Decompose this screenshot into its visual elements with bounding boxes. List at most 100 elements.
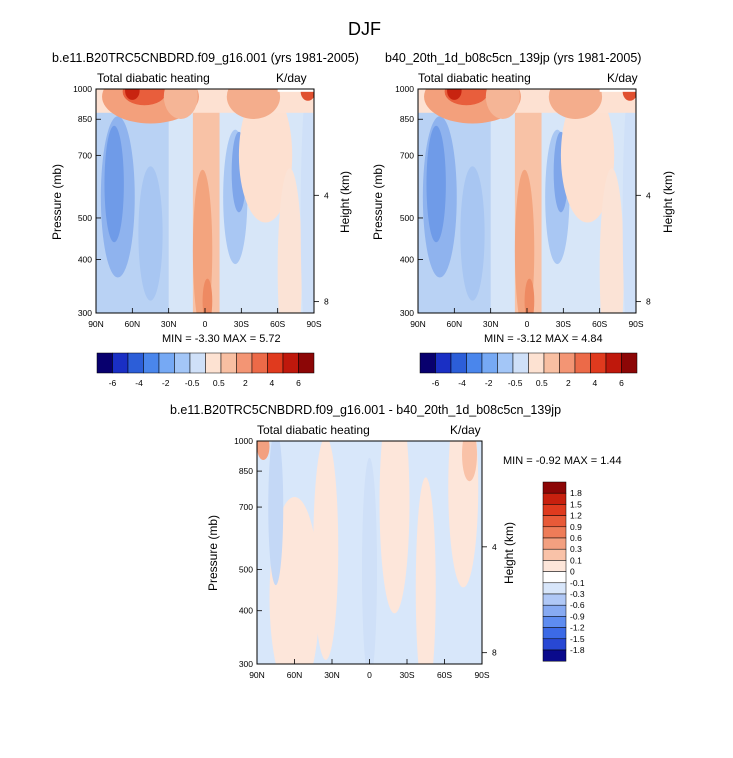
colorbar-label: -0.9 <box>570 611 585 621</box>
colorbar-cell <box>542 537 567 550</box>
colorbar-label: -1.8 <box>570 645 585 655</box>
colorbar-cell <box>174 352 191 374</box>
y-tick-label-2: 850 <box>400 114 414 124</box>
colorbar-label: 1.2 <box>570 511 582 521</box>
itcz-top <box>202 278 213 313</box>
colorbar-label: 1.5 <box>570 499 582 509</box>
colorbar-cell <box>559 352 576 374</box>
colorbar-cell <box>542 504 567 516</box>
colorbar-label: -6 <box>432 378 440 388</box>
panel2-units: K/day <box>607 71 638 85</box>
x-tick-label-1: 30N <box>161 319 177 329</box>
colorbar-label: -2 <box>485 378 493 388</box>
panel2-subtitle: Total diabatic heating <box>418 71 531 85</box>
colorbar-cell <box>450 352 467 374</box>
x-tick-label-3: 30N <box>324 670 340 680</box>
diff-warm-2 <box>313 441 339 660</box>
colorbar-cell <box>127 352 144 374</box>
colorbar-cell <box>220 352 237 374</box>
height-tick-label-2: 4 <box>646 190 651 200</box>
sh-highlat <box>599 168 624 313</box>
colorbar-cell <box>605 352 622 374</box>
colorbar-cell <box>574 352 591 374</box>
y-tick-label-2: 400 <box>400 254 414 264</box>
colorbar-label: -4 <box>458 378 466 388</box>
colorbar-label: -0.3 <box>570 589 585 599</box>
colorbar-label: 2 <box>566 378 571 388</box>
bl-warm-5 <box>548 89 603 119</box>
colorbar-cell <box>158 352 175 374</box>
colorbar-cell <box>542 560 567 572</box>
itcz-core <box>192 169 213 313</box>
y-tick-label-3: 500 <box>239 564 253 574</box>
x-tick-label-3: 90S <box>474 670 489 680</box>
colorbar-label: 0.5 <box>213 378 225 388</box>
diff-cool-1 <box>362 457 377 664</box>
colorbar-label: -6 <box>109 378 117 388</box>
y-tick-label-3: 300 <box>239 659 253 669</box>
field-1 <box>96 89 314 313</box>
panel1-minmax: MIN = -3.30 MAX = 5.72 <box>162 333 281 345</box>
x-tick-label-3: 30S <box>399 670 414 680</box>
y-tick-label-1: 1000 <box>73 84 92 94</box>
x-tick-label-3: 60N <box>287 670 303 680</box>
colorbar-cell <box>236 352 253 374</box>
bl-warm-4 <box>163 89 198 119</box>
height-tick-label-3: 8 <box>492 648 497 658</box>
colorbar-label: -0.5 <box>185 378 200 388</box>
colorbar-2: -6 -4 -2 -0.5 0.5 2 4 6 <box>419 352 638 388</box>
diff-warm-7 <box>257 441 270 461</box>
height-tick-label-1: 8 <box>324 297 329 307</box>
bl-gap <box>599 89 636 92</box>
y-tick-label-1: 700 <box>78 150 92 160</box>
x-tick-label-2: 90N <box>410 319 426 329</box>
x-tick-label-1: 60S <box>270 319 285 329</box>
plot-area-3: 90N 60N 30N 0 30S 60S 90S 300 400 500 700 850 1000 8 4 <box>234 436 497 680</box>
main-title: DJF <box>348 19 381 39</box>
sh-storm <box>560 89 615 223</box>
panel3-title: b.e11.B20TRC5CNBDRD.f09_g16.001 - b40_20… <box>170 403 562 417</box>
itcz-top <box>524 278 535 313</box>
colorbar-cell <box>542 526 567 539</box>
itcz-core <box>514 169 535 313</box>
colorbar-cell <box>466 352 483 374</box>
colorbar-cell <box>542 616 567 628</box>
x-tick-label-2: 60S <box>592 319 607 329</box>
x-tick-label-2: 30N <box>483 319 499 329</box>
colorbar-cell <box>528 352 545 374</box>
bl-warm-3 <box>447 89 462 100</box>
colorbar-label: 0.5 <box>536 378 548 388</box>
colorbar-cell <box>621 352 638 374</box>
panel1-units: K/day <box>276 71 307 85</box>
colorbar-3: 1.81.5 1.20.90.60.30.1 0-0.1-0.3-0.6-0.9 -1… <box>542 481 585 662</box>
panel3-subtitle: Total diabatic heating <box>257 423 370 437</box>
colorbar-label: 6 <box>296 378 301 388</box>
colorbar-label: 0.1 <box>570 555 582 565</box>
colorbar-cell <box>143 352 160 374</box>
colorbar-label: 0.3 <box>570 544 582 554</box>
nh-cool-3 <box>460 166 485 301</box>
x-tick-label-1: 0 <box>203 319 208 329</box>
colorbar-cell <box>542 548 567 561</box>
colorbar-label: 0 <box>570 567 575 577</box>
y-tick-label-1: 400 <box>78 254 92 264</box>
x-tick-label-1: 90S <box>306 319 321 329</box>
x-tick-label-2: 30S <box>556 319 571 329</box>
colorbar-cell <box>251 352 268 374</box>
field-2 <box>418 89 636 313</box>
colorbar-cell <box>189 352 206 374</box>
y-tick-label-1: 500 <box>78 213 92 223</box>
y-tick-label-2: 300 <box>400 308 414 318</box>
x-tick-label-1: 30S <box>234 319 249 329</box>
panel3-minmax: MIN = -0.92 MAX = 1.44 <box>503 455 622 467</box>
bl-warm-4 <box>485 89 520 119</box>
colorbar-cell <box>512 352 529 374</box>
y-tick-label-2: 500 <box>400 213 414 223</box>
colorbar-label: 1.8 <box>570 488 582 498</box>
y-tick-label-1: 850 <box>78 114 92 124</box>
colorbar-cell <box>542 582 567 595</box>
colorbar-label: -4 <box>135 378 143 388</box>
bl-sh-edge <box>622 89 636 101</box>
panel1-title: b.e11.B20TRC5CNBDRD.f09_g16.001 (yrs 198… <box>52 51 359 65</box>
panel2-minmax: MIN = -3.12 MAX = 4.84 <box>484 333 603 345</box>
